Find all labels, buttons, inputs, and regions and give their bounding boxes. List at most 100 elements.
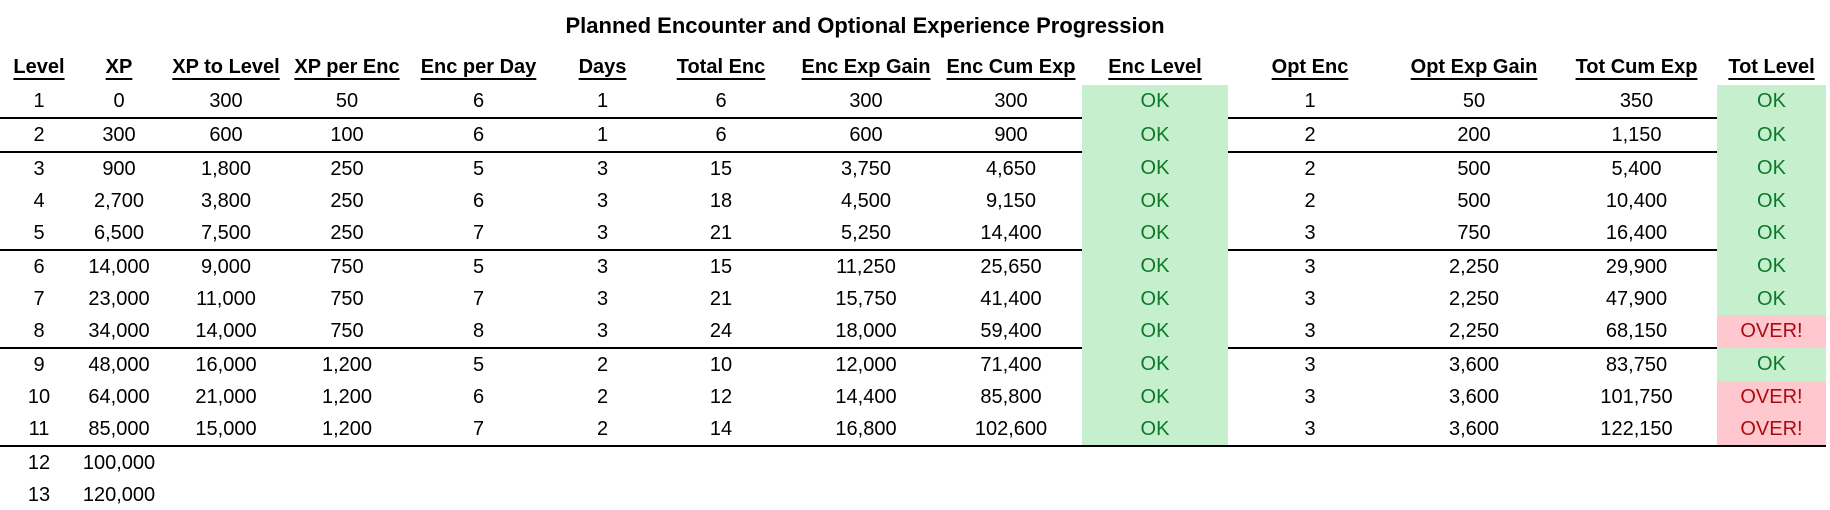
cell-days[interactable]: 1 <box>555 118 650 153</box>
cell-xp_to_level[interactable] <box>160 479 292 510</box>
column-header-tot_cum_exp[interactable]: Tot Cum Exp <box>1556 44 1717 85</box>
cell-opt_exp_gain[interactable]: 3,600 <box>1448 385 1500 408</box>
status-badge-enc_level[interactable]: OK <box>1082 185 1228 217</box>
cell-total_enc[interactable]: 15 <box>709 157 733 180</box>
cell-enc_cum_exp[interactable]: 14,400 <box>940 217 1082 251</box>
cell-level[interactable]: 11 <box>0 413 78 447</box>
cell-opt_exp_gain[interactable]: 2,250 <box>1448 287 1500 310</box>
cell-tot_cum_exp[interactable] <box>1556 446 1717 479</box>
cell-tot_cum_exp[interactable]: 47,900 <box>1605 287 1668 310</box>
cell-tot_cum_exp[interactable]: 10,400 <box>1605 189 1668 212</box>
cell-tot_cum_exp[interactable]: 68,150 <box>1556 315 1717 349</box>
cell-enc_level[interactable] <box>1082 446 1228 479</box>
cell-xp_per_enc[interactable]: 100 <box>292 118 402 153</box>
cell-total_enc[interactable]: 12 <box>709 385 733 408</box>
cell-xp_per_enc[interactable]: 250 <box>292 217 402 251</box>
cell-days[interactable] <box>555 446 650 479</box>
cell-xp[interactable]: 120,000 <box>82 483 156 506</box>
cell-enc_exp_gain[interactable]: 5,250 <box>792 217 940 251</box>
cell-opt_exp_gain[interactable]: 2,250 <box>1448 255 1500 278</box>
cell-enc_cum_exp[interactable]: 9,150 <box>985 189 1037 212</box>
cell-level[interactable]: 5 <box>0 217 78 251</box>
cell-opt_exp_gain[interactable]: 3,600 <box>1448 353 1500 376</box>
cell-opt_exp_gain[interactable]: 2,250 <box>1392 315 1556 349</box>
cell-days[interactable]: 3 <box>596 255 609 278</box>
cell-tot_level[interactable] <box>1717 479 1826 510</box>
cell-enc_per_day[interactable]: 5 <box>472 255 485 278</box>
cell-xp[interactable]: 900 <box>102 157 136 180</box>
column-header-xp[interactable]: XP <box>78 44 160 85</box>
column-header-level[interactable]: Level <box>0 44 78 85</box>
cell-days[interactable]: 2 <box>596 353 609 376</box>
cell-tot_cum_exp[interactable]: 101,750 <box>1600 385 1673 408</box>
cell-opt_enc[interactable]: 3 <box>1304 353 1316 376</box>
cell-xp[interactable]: 85,000 <box>78 413 160 447</box>
cell-days[interactable]: 2 <box>555 413 650 447</box>
cell-days[interactable] <box>555 479 650 510</box>
column-header-opt_enc[interactable]: Opt Enc <box>1228 44 1392 85</box>
cell-enc_exp_gain[interactable]: 15,750 <box>835 287 897 310</box>
cell-xp_to_level[interactable] <box>160 446 292 479</box>
cell-tot_cum_exp[interactable]: 83,750 <box>1605 353 1668 376</box>
cell-enc_cum_exp[interactable]: 102,600 <box>940 413 1082 447</box>
cell-enc_cum_exp[interactable]: 59,400 <box>940 315 1082 349</box>
cell-level[interactable]: 8 <box>0 315 78 349</box>
cell-xp_per_enc[interactable]: 250 <box>330 157 364 180</box>
column-header-enc_exp_gain[interactable]: Enc Exp Gain <box>792 44 940 85</box>
cell-opt_enc[interactable] <box>1228 479 1392 510</box>
cell-xp[interactable]: 100,000 <box>82 451 156 474</box>
status-badge-tot_level[interactable]: OK <box>1717 250 1826 283</box>
column-header-tot_level[interactable]: Tot Level <box>1717 44 1826 85</box>
cell-opt_enc[interactable]: 2 <box>1304 189 1316 212</box>
column-header-total_enc[interactable]: Total Enc <box>650 44 792 85</box>
cell-total_enc[interactable]: 6 <box>650 85 792 119</box>
column-header-enc_level[interactable]: Enc Level <box>1082 44 1228 85</box>
cell-total_enc[interactable] <box>650 479 792 510</box>
cell-enc_cum_exp[interactable] <box>940 446 1082 479</box>
status-badge-enc_level[interactable]: OK <box>1082 381 1228 413</box>
cell-level[interactable]: 3 <box>33 157 45 180</box>
cell-opt_exp_gain[interactable]: 750 <box>1392 217 1556 251</box>
cell-opt_enc[interactable]: 2 <box>1228 118 1392 153</box>
status-badge-tot_level[interactable]: OVER! <box>1717 413 1826 447</box>
cell-enc_cum_exp[interactable]: 4,650 <box>985 157 1037 180</box>
cell-level[interactable]: 9 <box>33 353 45 376</box>
cell-tot_cum_exp[interactable]: 350 <box>1556 85 1717 119</box>
cell-tot_cum_exp[interactable]: 16,400 <box>1556 217 1717 251</box>
cell-xp[interactable]: 6,500 <box>78 217 160 251</box>
status-badge-tot_level[interactable]: OK <box>1717 217 1826 250</box>
cell-opt_exp_gain[interactable] <box>1392 479 1556 510</box>
cell-enc_per_day[interactable]: 7 <box>402 217 555 251</box>
cell-days[interactable]: 3 <box>596 287 609 310</box>
cell-xp[interactable]: 34,000 <box>78 315 160 349</box>
cell-opt_exp_gain[interactable] <box>1392 446 1556 479</box>
cell-days[interactable]: 3 <box>555 315 650 349</box>
status-badge-enc_level[interactable]: OK <box>1082 250 1228 283</box>
cell-enc_per_day[interactable]: 5 <box>472 157 485 180</box>
cell-xp_to_level[interactable]: 300 <box>160 85 292 119</box>
cell-days[interactable]: 2 <box>596 385 609 408</box>
cell-level[interactable]: 4 <box>33 189 45 212</box>
cell-enc_per_day[interactable]: 6 <box>472 385 485 408</box>
cell-opt_enc[interactable]: 3 <box>1304 287 1316 310</box>
status-badge-enc_level[interactable]: OK <box>1082 85 1228 118</box>
cell-level[interactable]: 6 <box>33 255 45 278</box>
cell-enc_exp_gain[interactable]: 18,000 <box>792 315 940 349</box>
cell-xp_to_level[interactable]: 21,000 <box>195 385 257 408</box>
cell-total_enc[interactable]: 14 <box>650 413 792 447</box>
cell-xp[interactable]: 2,700 <box>93 189 145 212</box>
cell-xp[interactable]: 64,000 <box>88 385 150 408</box>
cell-tot_cum_exp[interactable] <box>1556 479 1717 510</box>
cell-enc_per_day[interactable]: 8 <box>402 315 555 349</box>
cell-enc_cum_exp[interactable]: 41,400 <box>980 287 1042 310</box>
cell-days[interactable]: 3 <box>596 157 609 180</box>
column-header-xp_per_enc[interactable]: XP per Enc <box>292 44 402 85</box>
cell-enc_cum_exp[interactable]: 25,650 <box>980 255 1042 278</box>
column-header-xp_to_level[interactable]: XP to Level <box>160 44 292 85</box>
cell-opt_enc[interactable]: 3 <box>1228 315 1392 349</box>
cell-days[interactable]: 3 <box>555 217 650 251</box>
cell-total_enc[interactable]: 21 <box>709 287 733 310</box>
cell-enc_per_day[interactable]: 7 <box>402 413 555 447</box>
cell-enc_per_day[interactable]: 6 <box>402 118 555 153</box>
cell-opt_exp_gain[interactable]: 200 <box>1392 118 1556 153</box>
